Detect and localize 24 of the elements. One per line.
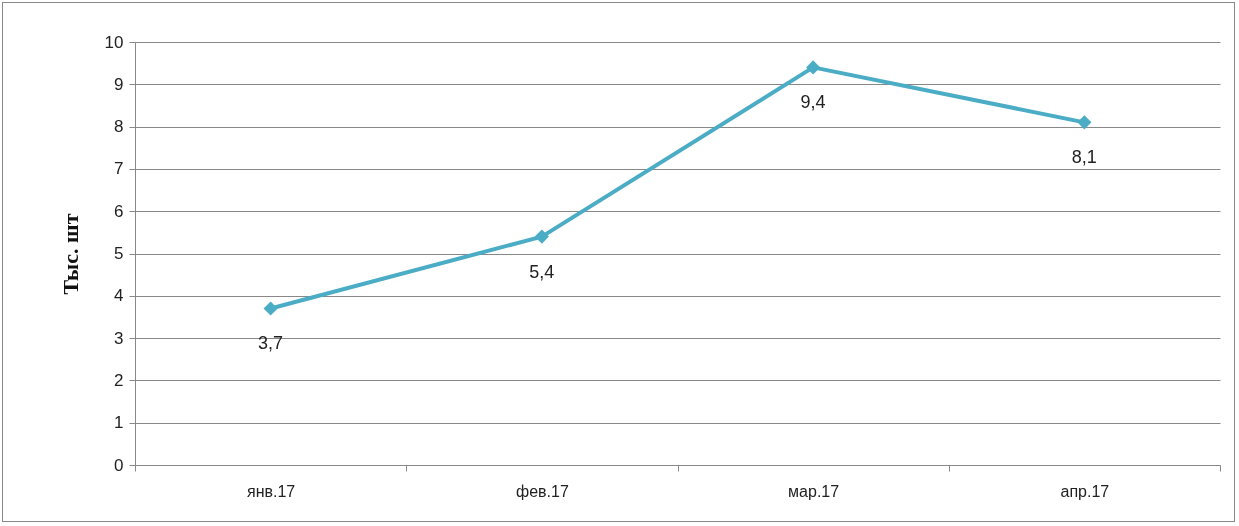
y-tick-label: 8 (114, 117, 124, 137)
y-tick-label: 2 (114, 370, 124, 390)
x-tick-label: мар.17 (788, 482, 840, 500)
data-label: 9,4 (800, 92, 826, 113)
y-tick-label: 1 (114, 413, 124, 433)
y-tick-label: 6 (114, 201, 124, 221)
y-axis-title: Тыс. шт (57, 213, 83, 295)
x-tick-label: янв.17 (247, 482, 296, 500)
point (806, 60, 821, 75)
y-tick-label: 9 (114, 74, 124, 94)
x-tick-label: апр.17 (1060, 482, 1110, 500)
y-tick-label: 4 (114, 286, 124, 306)
y-tick-label: 5 (114, 244, 124, 263)
point (534, 229, 549, 244)
y-tick-label: 7 (114, 159, 124, 179)
data-label: 3,7 (258, 333, 284, 354)
data-label: 8,1 (1071, 147, 1097, 168)
y-tick-label: 10 (104, 32, 124, 52)
data-label: 5,4 (529, 261, 555, 282)
y-tick-label: 3 (114, 328, 124, 348)
y-tick-label: 0 (114, 455, 124, 475)
point (1077, 115, 1092, 130)
point (263, 301, 278, 316)
x-tick-label: фев.17 (515, 482, 569, 500)
